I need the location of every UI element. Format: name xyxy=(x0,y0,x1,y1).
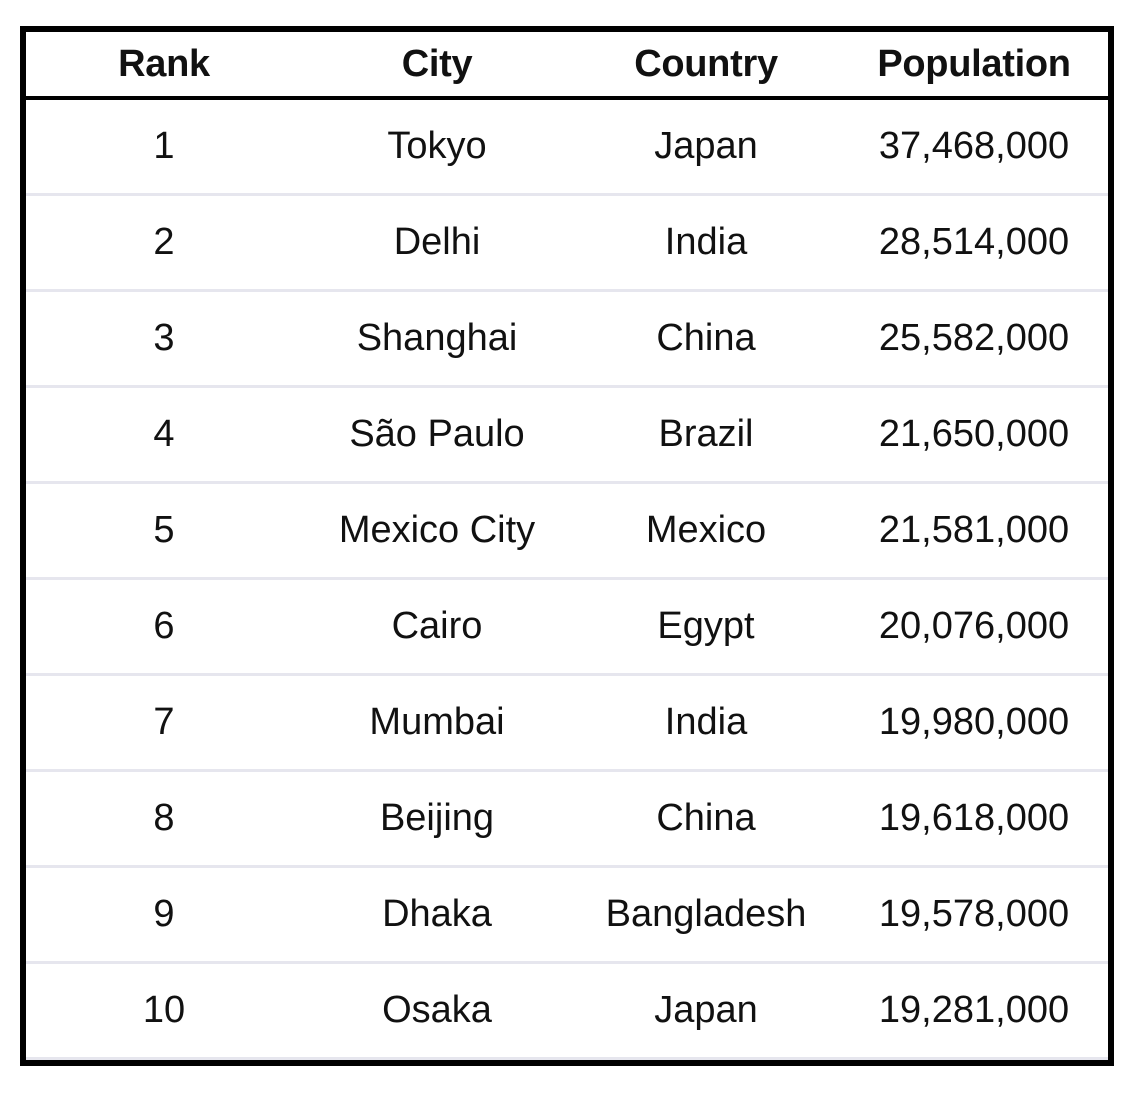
country-cell: Egypt xyxy=(657,605,755,647)
city-cell: Dhaka xyxy=(382,893,492,935)
city-cell: Tokyo xyxy=(387,125,487,167)
city-cell: Osaka xyxy=(382,989,492,1031)
city-population-table: Rank City Country Population 1 Tokyo Jap… xyxy=(20,26,1114,1066)
rank-cell: 8 xyxy=(153,797,175,839)
country-cell: India xyxy=(664,701,748,743)
rank-cell: 10 xyxy=(142,989,186,1031)
table-row: 1 Tokyo Japan 37,468,000 xyxy=(26,100,1108,196)
rank-cell: 6 xyxy=(153,605,175,647)
table-row: 8 Beijing China 19,618,000 xyxy=(26,772,1108,868)
population-cell: 19,618,000 xyxy=(878,797,1070,839)
country-cell: China xyxy=(656,317,756,359)
country-cell: Brazil xyxy=(658,413,754,455)
city-cell: Cairo xyxy=(391,605,483,647)
city-cell: Mexico City xyxy=(338,509,536,551)
header-country[interactable]: Country xyxy=(634,42,778,85)
rank-cell: 5 xyxy=(153,509,175,551)
city-cell: Beijing xyxy=(379,797,495,839)
country-cell: Japan xyxy=(654,989,758,1031)
table-row: 7 Mumbai India 19,980,000 xyxy=(26,676,1108,772)
rank-cell: 3 xyxy=(153,317,175,359)
header-city[interactable]: City xyxy=(401,42,473,85)
table-row: 9 Dhaka Bangladesh 19,578,000 xyxy=(26,868,1108,964)
country-cell: China xyxy=(656,797,756,839)
population-cell: 20,076,000 xyxy=(878,605,1070,647)
table-header-row: Rank City Country Population xyxy=(26,32,1108,100)
population-cell: 37,468,000 xyxy=(878,125,1070,167)
header-population[interactable]: Population xyxy=(877,42,1071,85)
country-cell: Japan xyxy=(654,125,758,167)
population-cell: 28,514,000 xyxy=(878,221,1070,263)
population-cell: 21,581,000 xyxy=(878,509,1070,551)
table-row: 10 Osaka Japan 19,281,000 xyxy=(26,964,1108,1060)
rank-cell: 1 xyxy=(153,125,175,167)
table-row: 5 Mexico City Mexico 21,581,000 xyxy=(26,484,1108,580)
rank-cell: 4 xyxy=(153,413,175,455)
table-row: 6 Cairo Egypt 20,076,000 xyxy=(26,580,1108,676)
city-cell: São Paulo xyxy=(349,413,525,455)
city-cell: Mumbai xyxy=(369,701,505,743)
population-cell: 21,650,000 xyxy=(878,413,1070,455)
population-cell: 19,578,000 xyxy=(878,893,1070,935)
population-cell: 19,980,000 xyxy=(878,701,1070,743)
header-rank[interactable]: Rank xyxy=(118,42,210,85)
table-row: 3 Shanghai China 25,582,000 xyxy=(26,292,1108,388)
rank-cell: 9 xyxy=(153,893,175,935)
table-row: 4 São Paulo Brazil 21,650,000 xyxy=(26,388,1108,484)
population-cell: 19,281,000 xyxy=(878,989,1070,1031)
country-cell: Bangladesh xyxy=(605,893,807,935)
city-cell: Delhi xyxy=(393,221,481,263)
city-cell: Shanghai xyxy=(356,317,518,359)
country-cell: India xyxy=(664,221,748,263)
population-cell: 25,582,000 xyxy=(878,317,1070,359)
rank-cell: 2 xyxy=(153,221,175,263)
country-cell: Mexico xyxy=(645,509,767,551)
table-row: 2 Delhi India 28,514,000 xyxy=(26,196,1108,292)
rank-cell: 7 xyxy=(153,701,175,743)
table-body: 1 Tokyo Japan 37,468,000 2 Delhi India 2… xyxy=(26,100,1108,1060)
